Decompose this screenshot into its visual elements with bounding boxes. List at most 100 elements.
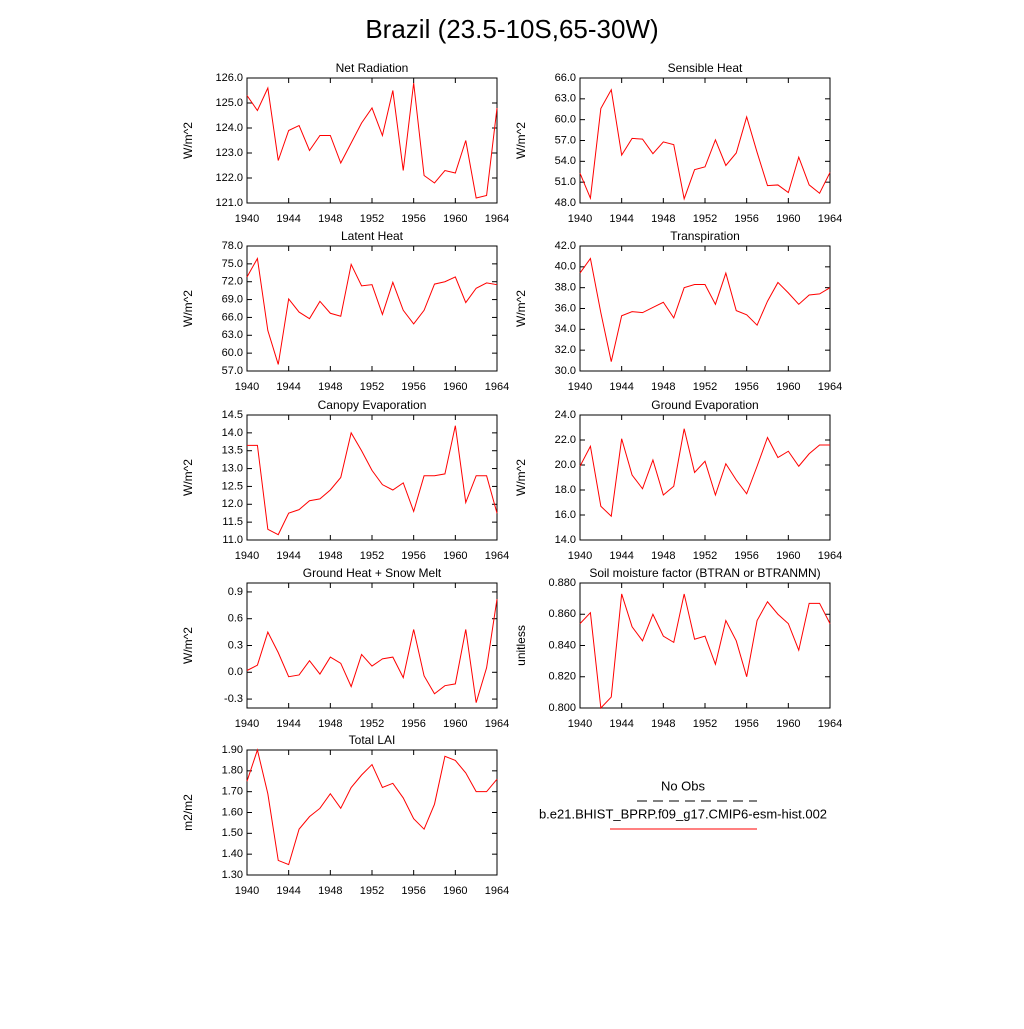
x-tick-label: 1956	[401, 381, 425, 393]
y-tick-label: 16.0	[555, 509, 576, 521]
plot-frame	[246, 77, 498, 204]
x-tick-label: 1944	[276, 718, 300, 730]
y-tick-label: 60.0	[222, 347, 243, 359]
y-tick-label: 1.90	[222, 744, 243, 756]
data-line	[246, 82, 498, 199]
data-line	[247, 425, 498, 536]
y-tick-label: 122.0	[215, 172, 243, 184]
y-tick-label: 63.0	[555, 93, 576, 105]
data-line	[579, 428, 830, 518]
x-tick-label: 1944	[276, 381, 300, 393]
y-axis-title: unitless	[514, 625, 528, 666]
plot-frame	[246, 749, 498, 876]
plot-frame	[579, 245, 831, 372]
x-tick-label: 1948	[651, 718, 675, 730]
x-tick-label: 1952	[360, 550, 384, 562]
y-tick-label: 14.0	[555, 534, 576, 546]
y-tick-label: 24.0	[555, 409, 576, 421]
y-tick-label: 18.0	[555, 484, 576, 496]
y-tick-label: 69.0	[222, 293, 243, 305]
y-tick-label: 11.5	[222, 516, 243, 528]
x-tick-label: 1960	[443, 718, 467, 730]
y-tick-label: 34.0	[555, 323, 576, 335]
x-tick-label: 1948	[318, 550, 342, 562]
y-axis-title: W/m^2	[181, 122, 195, 159]
x-tick-label: 1964	[485, 381, 509, 393]
y-tick-label: 0.9	[228, 586, 243, 598]
x-tick-label: 1964	[818, 718, 842, 730]
y-tick-label: 0.3	[228, 639, 243, 651]
y-tick-label: 12.0	[222, 498, 243, 510]
x-tick-label: 1940	[235, 381, 259, 393]
panel-title: Canopy Evaporation	[318, 398, 427, 412]
x-tick-label: 1956	[401, 885, 425, 897]
x-tick-label: 1956	[401, 718, 425, 730]
y-axis-title: W/m^2	[181, 627, 195, 664]
x-tick-label: 1944	[276, 213, 300, 225]
x-tick-label: 1960	[443, 550, 467, 562]
x-tick-label: 1960	[776, 381, 800, 393]
y-tick-label: 0.820	[548, 671, 576, 683]
y-tick-label: 0.880	[548, 577, 576, 589]
x-tick-label: 1948	[318, 213, 342, 225]
data-line	[246, 256, 498, 365]
x-tick-label: 1960	[443, 885, 467, 897]
y-tick-label: 0.840	[548, 639, 576, 651]
y-tick-label: 40.0	[555, 261, 576, 273]
figure-title: Brazil (23.5-10S,65-30W)	[365, 14, 658, 44]
plot-frame	[579, 414, 831, 541]
y-tick-label: 1.30	[222, 869, 243, 881]
x-tick-label: 1952	[693, 213, 717, 225]
x-tick-label: 1944	[276, 550, 300, 562]
y-axis-title: m2/m2	[181, 794, 195, 831]
y-tick-label: 72.0	[222, 276, 243, 288]
x-tick-label: 1948	[651, 381, 675, 393]
y-tick-label: 51.0	[555, 176, 576, 188]
x-tick-label: 1956	[734, 550, 758, 562]
x-tick-label: 1940	[235, 885, 259, 897]
x-tick-label: 1940	[568, 550, 592, 562]
x-tick-label: 1940	[568, 213, 592, 225]
legend-label: No Obs	[661, 778, 706, 793]
panel-title: Ground Heat + Snow Melt	[303, 566, 442, 580]
y-tick-label: 14.0	[222, 427, 243, 439]
legend-label: b.e21.BHIST_BPRP.f09_g17.CMIP6-esm-hist.…	[539, 806, 827, 821]
y-tick-label: 14.5	[222, 409, 243, 421]
y-tick-label: 36.0	[555, 302, 576, 314]
x-tick-label: 1952	[693, 550, 717, 562]
x-tick-label: 1964	[818, 213, 842, 225]
y-tick-label: 57.0	[222, 365, 243, 377]
panel-title: Total LAI	[349, 733, 396, 747]
data-line	[579, 88, 831, 201]
x-tick-label: 1964	[485, 550, 509, 562]
y-tick-label: 123.0	[215, 147, 243, 159]
y-tick-label: 126.0	[215, 72, 243, 84]
plot-frame	[246, 582, 498, 709]
x-tick-label: 1948	[318, 885, 342, 897]
data-line	[246, 598, 498, 703]
panel-title: Latent Heat	[341, 229, 404, 243]
y-tick-label: 30.0	[555, 365, 576, 377]
x-tick-label: 1944	[609, 381, 633, 393]
y-tick-label: 75.0	[222, 258, 243, 270]
y-tick-label: 78.0	[222, 240, 243, 252]
y-tick-label: 54.0	[555, 155, 576, 167]
panel-title: Soil moisture factor (BTRAN or BTRANMN)	[589, 566, 820, 580]
plot-frame	[246, 245, 498, 372]
x-tick-label: 1948	[318, 381, 342, 393]
y-tick-label: 0.800	[548, 702, 576, 714]
x-tick-label: 1960	[443, 213, 467, 225]
x-tick-label: 1940	[568, 381, 592, 393]
x-tick-label: 1952	[360, 213, 384, 225]
y-tick-label: 22.0	[555, 434, 576, 446]
panel-title: Sensible Heat	[668, 61, 743, 75]
y-tick-label: 1.80	[222, 765, 243, 777]
y-tick-label: 48.0	[555, 197, 576, 209]
y-tick-label: 42.0	[555, 240, 576, 252]
x-tick-label: 1948	[318, 718, 342, 730]
y-axis-title: W/m^2	[181, 459, 195, 496]
x-tick-label: 1964	[818, 550, 842, 562]
data-line	[246, 748, 498, 866]
